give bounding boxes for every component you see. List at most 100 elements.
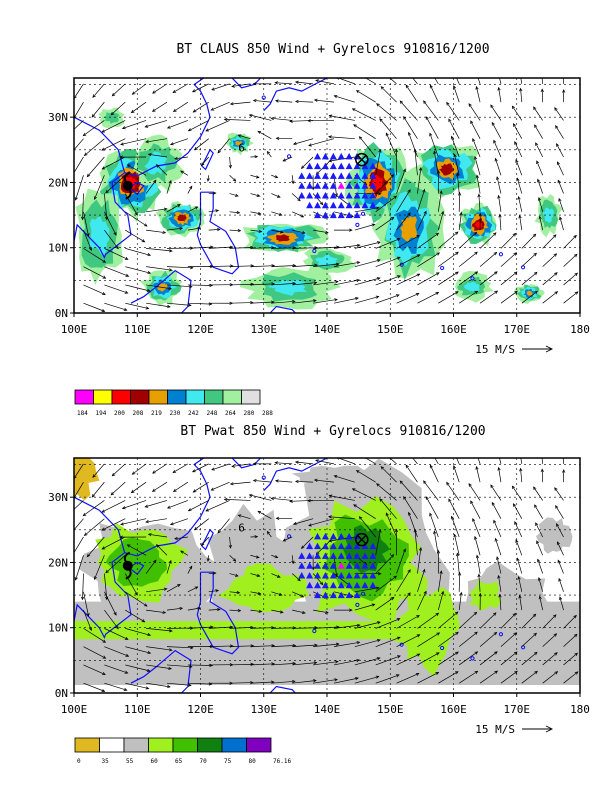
colorbar-swatch: [222, 389, 242, 405]
wind-vector-head: [474, 290, 479, 294]
wind-vector-head: [86, 613, 90, 617]
wind-vector: [238, 514, 251, 520]
wind-vector: [249, 494, 272, 501]
wind-vector-head: [454, 611, 459, 615]
wind-vector: [438, 251, 459, 267]
wind-vector-head: [325, 610, 329, 614]
wind-vector: [187, 626, 213, 629]
wind-vector: [271, 627, 296, 629]
wind-vector-head: [102, 639, 107, 643]
wind-vector: [74, 536, 84, 554]
wind-vector: [453, 465, 460, 483]
wind-vector: [104, 573, 108, 600]
wind-vector: [229, 302, 254, 304]
wind-vector: [193, 101, 209, 113]
wind-vector-head: [375, 675, 380, 679]
wind-vector-head: [216, 607, 221, 612]
wind-vector-head: [152, 90, 156, 94]
wind-vector-head: [156, 544, 160, 548]
wind-vector: [292, 229, 306, 234]
wind-vector: [359, 136, 376, 158]
wind-vector: [83, 646, 106, 659]
wind-vector: [187, 664, 213, 666]
wind-vector: [201, 156, 209, 166]
wind-vector-head: [494, 651, 498, 655]
wind-vector: [500, 290, 518, 304]
wind-vector: [375, 174, 394, 194]
wind-vector: [477, 458, 481, 464]
wind-vector-head: [254, 535, 259, 539]
wind-vector-head: [252, 478, 257, 483]
wind-vector: [166, 560, 172, 574]
wind-vector: [521, 652, 538, 666]
wind-vector: [542, 633, 557, 647]
wind-vector: [250, 247, 275, 249]
island: [498, 252, 504, 257]
wind-vector: [521, 253, 537, 267]
wind-vector: [257, 130, 272, 140]
wind-vector-head: [144, 124, 149, 128]
wind-vector-head: [223, 497, 228, 502]
wind-vector-head: [334, 573, 338, 578]
tropical-cyclone-symbol: [125, 189, 132, 200]
wind-vector: [542, 671, 558, 684]
wind-vector-head: [291, 679, 296, 684]
gyre-triangle: [306, 572, 314, 579]
wind-vector-head: [168, 286, 172, 290]
wind-vector: [166, 302, 191, 306]
wind-vector: [104, 664, 128, 674]
wind-vector: [101, 500, 126, 513]
wind-vector: [513, 503, 523, 519]
colorbar-label: 248: [207, 410, 218, 417]
wind-vector-head: [166, 304, 171, 309]
island: [498, 632, 504, 637]
colorbar-label: 200: [114, 410, 125, 417]
wind-vector: [166, 584, 181, 593]
wind-vector-head: [406, 450, 409, 453]
wind-vector: [478, 194, 481, 212]
wind-vector-head: [121, 126, 126, 130]
wind-vector-head: [498, 593, 502, 598]
wind-vector: [208, 229, 220, 231]
tropical-cyclone-symbol: [123, 171, 131, 183]
wind-vector-head: [134, 591, 138, 596]
wind-vector: [408, 512, 418, 538]
coastline: [128, 181, 145, 196]
wind-vector: [454, 154, 460, 176]
wind-vector-head: [513, 252, 518, 256]
wind-vector: [458, 612, 477, 629]
wind-vector-head: [497, 450, 500, 453]
wind-vector: [396, 548, 406, 574]
wind-vector: [556, 523, 564, 538]
wind-vector: [376, 103, 397, 121]
wind-vector: [417, 672, 439, 684]
wind-vector: [495, 538, 502, 556]
gyre-triangle: [321, 562, 329, 569]
wind-vector: [333, 297, 359, 304]
wind-vector: [146, 609, 166, 614]
wind-vector: [291, 175, 294, 184]
chart-panel-2: BT Pwat 850 Wind + Gyrelocs 910816/1200 6…: [48, 424, 590, 765]
gyre-triangle: [369, 182, 377, 189]
wind-vector: [499, 214, 502, 231]
wind-vector-head: [435, 612, 440, 616]
wind-vector-head: [292, 626, 297, 630]
wind-vector: [557, 560, 564, 574]
wind-vector-head: [336, 458, 339, 460]
wind-vector-head: [266, 530, 271, 535]
wind-vector: [292, 211, 304, 218]
wind-vector-head: [282, 158, 287, 162]
wind-vector-head: [375, 295, 380, 299]
wind-vector: [205, 500, 230, 512]
wind-vector-head: [436, 632, 441, 636]
gyre-triangle: [314, 182, 322, 189]
colorbar-label: 242: [188, 410, 199, 417]
wind-vector: [476, 555, 481, 574]
wind-vector: [110, 481, 126, 496]
wind-vector-head: [300, 545, 305, 549]
wind-vector: [187, 227, 201, 231]
coastline: [196, 191, 240, 275]
coastline: [269, 685, 296, 693]
wind-vector: [74, 101, 84, 119]
y-tick-label: 20N: [48, 556, 68, 569]
